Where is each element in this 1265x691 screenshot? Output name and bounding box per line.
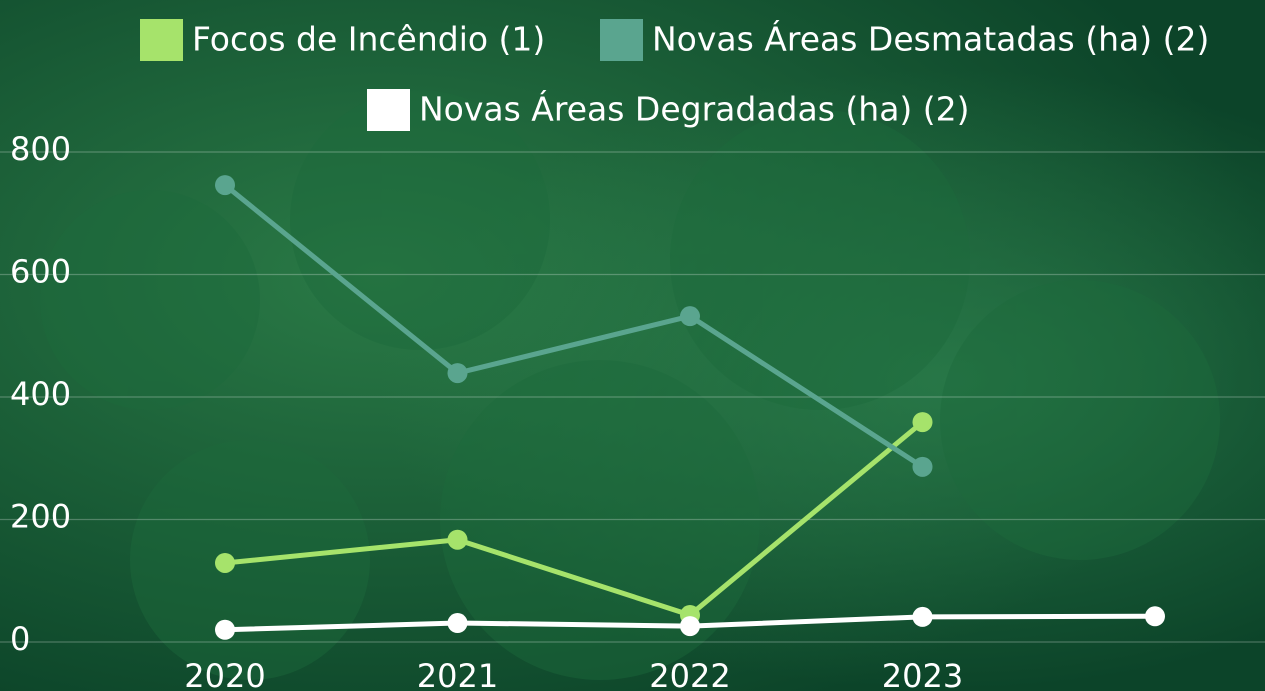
data-point bbox=[680, 306, 700, 327]
series-line bbox=[224, 420, 925, 618]
legend-label: Novas Áreas Degradadas (ha) (2) bbox=[419, 89, 970, 129]
data-point bbox=[912, 606, 933, 627]
data-point bbox=[912, 456, 933, 477]
data-point bbox=[215, 175, 235, 196]
y-tick-label: 800 bbox=[10, 130, 71, 168]
y-tick-label: 200 bbox=[10, 498, 71, 536]
series-line bbox=[223, 183, 924, 469]
legend-label: Focos de Incêndio (1) bbox=[192, 20, 545, 59]
x-tick-label: 2021 bbox=[417, 657, 498, 691]
data-point bbox=[215, 552, 235, 573]
legend-swatch bbox=[600, 19, 643, 61]
data-point bbox=[447, 613, 468, 634]
data-point bbox=[1145, 606, 1165, 627]
legend-swatch bbox=[367, 89, 410, 131]
data-point bbox=[215, 619, 235, 640]
x-tick-label: 2020 bbox=[184, 657, 265, 691]
x-tick-label: 2023 bbox=[882, 657, 963, 691]
data-point bbox=[680, 616, 700, 637]
y-tick-label: 400 bbox=[10, 375, 71, 413]
y-tick-label: 600 bbox=[10, 253, 71, 291]
x-tick-label: 2022 bbox=[649, 657, 730, 691]
legend-label: Novas Áreas Desmatadas (ha) (2) bbox=[652, 19, 1209, 59]
data-point bbox=[912, 412, 933, 433]
canopy bbox=[40, 90, 1220, 680]
y-tick-label: 0 bbox=[10, 620, 30, 658]
data-point bbox=[447, 529, 468, 550]
data-point bbox=[447, 363, 468, 384]
legend-swatch bbox=[140, 19, 183, 61]
